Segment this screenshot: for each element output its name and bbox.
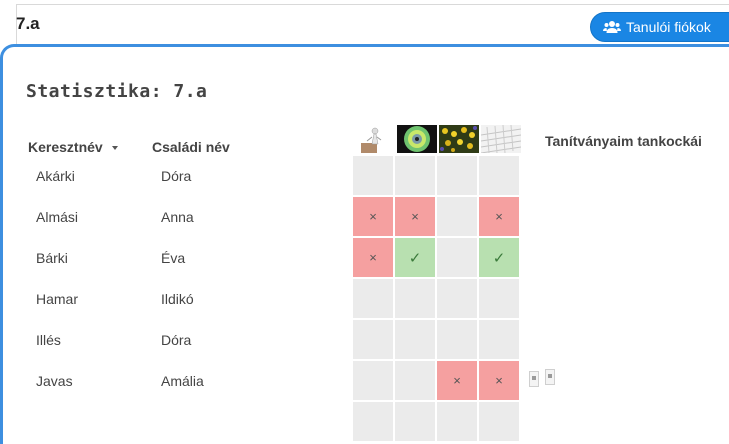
result-cell[interactable] xyxy=(353,361,393,400)
result-cell[interactable] xyxy=(353,279,393,318)
first-name: Almási xyxy=(36,209,79,225)
result-cell[interactable] xyxy=(395,279,435,318)
result-cell-passed[interactable]: ✓ xyxy=(479,238,519,277)
first-name-header-label: Keresztnév xyxy=(28,139,103,155)
result-cell[interactable] xyxy=(395,361,435,400)
table-row: Hamar Ildikó xyxy=(3,279,729,320)
result-cell[interactable] xyxy=(353,156,393,195)
result-cell[interactable] xyxy=(395,320,435,359)
last-name: Dóra xyxy=(161,168,192,184)
result-cell-passed[interactable]: ✓ xyxy=(395,238,435,277)
result-cell[interactable] xyxy=(395,156,435,195)
first-name: Illés xyxy=(36,332,61,348)
last-name: Amália xyxy=(161,373,204,389)
result-cell[interactable] xyxy=(437,279,477,318)
first-name: Hamar xyxy=(36,291,79,307)
first-name: Javas xyxy=(36,373,73,389)
last-name-column-header[interactable]: Családi név xyxy=(152,139,230,155)
table-row: Bárki Éva × ✓ ✓ xyxy=(3,238,729,279)
result-cell[interactable] xyxy=(479,320,519,359)
result-cell[interactable] xyxy=(353,320,393,359)
result-cell-failed[interactable]: × xyxy=(395,197,435,236)
last-name: Ildikó xyxy=(161,291,194,307)
result-cell[interactable] xyxy=(437,197,477,236)
first-name: Akárki xyxy=(36,168,75,184)
result-cell-failed[interactable]: × xyxy=(353,197,393,236)
first-name-column-header[interactable]: Keresztnév xyxy=(28,139,118,155)
result-cell[interactable] xyxy=(437,156,477,195)
result-cell[interactable] xyxy=(479,279,519,318)
result-cell[interactable] xyxy=(395,402,435,441)
figure-at-desk-thumbnail[interactable] xyxy=(355,125,395,153)
result-cell-failed[interactable]: × xyxy=(479,361,519,400)
table-row: Illés Dóra xyxy=(3,320,729,361)
result-cell[interactable] xyxy=(479,156,519,195)
last-name: Dóra xyxy=(161,332,192,348)
modal-title: Statisztika: 7.a xyxy=(26,81,208,102)
tank-document-icon[interactable] xyxy=(529,371,539,387)
table-row: Akárki Dóra xyxy=(3,156,729,197)
tank-document-icon[interactable] xyxy=(545,369,555,385)
keyboard-thumbnail[interactable] xyxy=(481,125,521,153)
first-name: Bárki xyxy=(36,250,68,266)
result-cell[interactable] xyxy=(437,402,477,441)
result-cell-failed[interactable]: × xyxy=(353,238,393,277)
class-title: 7.a xyxy=(16,14,40,33)
cd-disc-thumbnail[interactable] xyxy=(397,125,437,153)
sort-down-icon xyxy=(111,146,118,151)
result-cell[interactable] xyxy=(479,402,519,441)
table-row xyxy=(3,402,729,443)
last-name: Anna xyxy=(161,209,194,225)
student-accounts-button[interactable]: Tanulói fiókok xyxy=(590,12,729,42)
result-cell-failed[interactable]: × xyxy=(479,197,519,236)
result-cell[interactable] xyxy=(437,320,477,359)
result-cell[interactable] xyxy=(437,238,477,277)
student-accounts-label: Tanulói fiókok xyxy=(626,19,711,35)
table-row: Javas Amália × × xyxy=(3,361,729,402)
table-row: Almási Anna × × × xyxy=(3,197,729,238)
statistics-modal: Statisztika: 7.a Keresztnév Családi név xyxy=(0,44,729,444)
result-cell-failed[interactable]: × xyxy=(437,361,477,400)
users-icon xyxy=(603,20,621,34)
last-name: Éva xyxy=(161,250,186,266)
result-cell[interactable] xyxy=(353,402,393,441)
flowers-thumbnail[interactable] xyxy=(439,125,479,153)
tanks-column-header: Tanítványaim tankockái xyxy=(545,133,702,149)
